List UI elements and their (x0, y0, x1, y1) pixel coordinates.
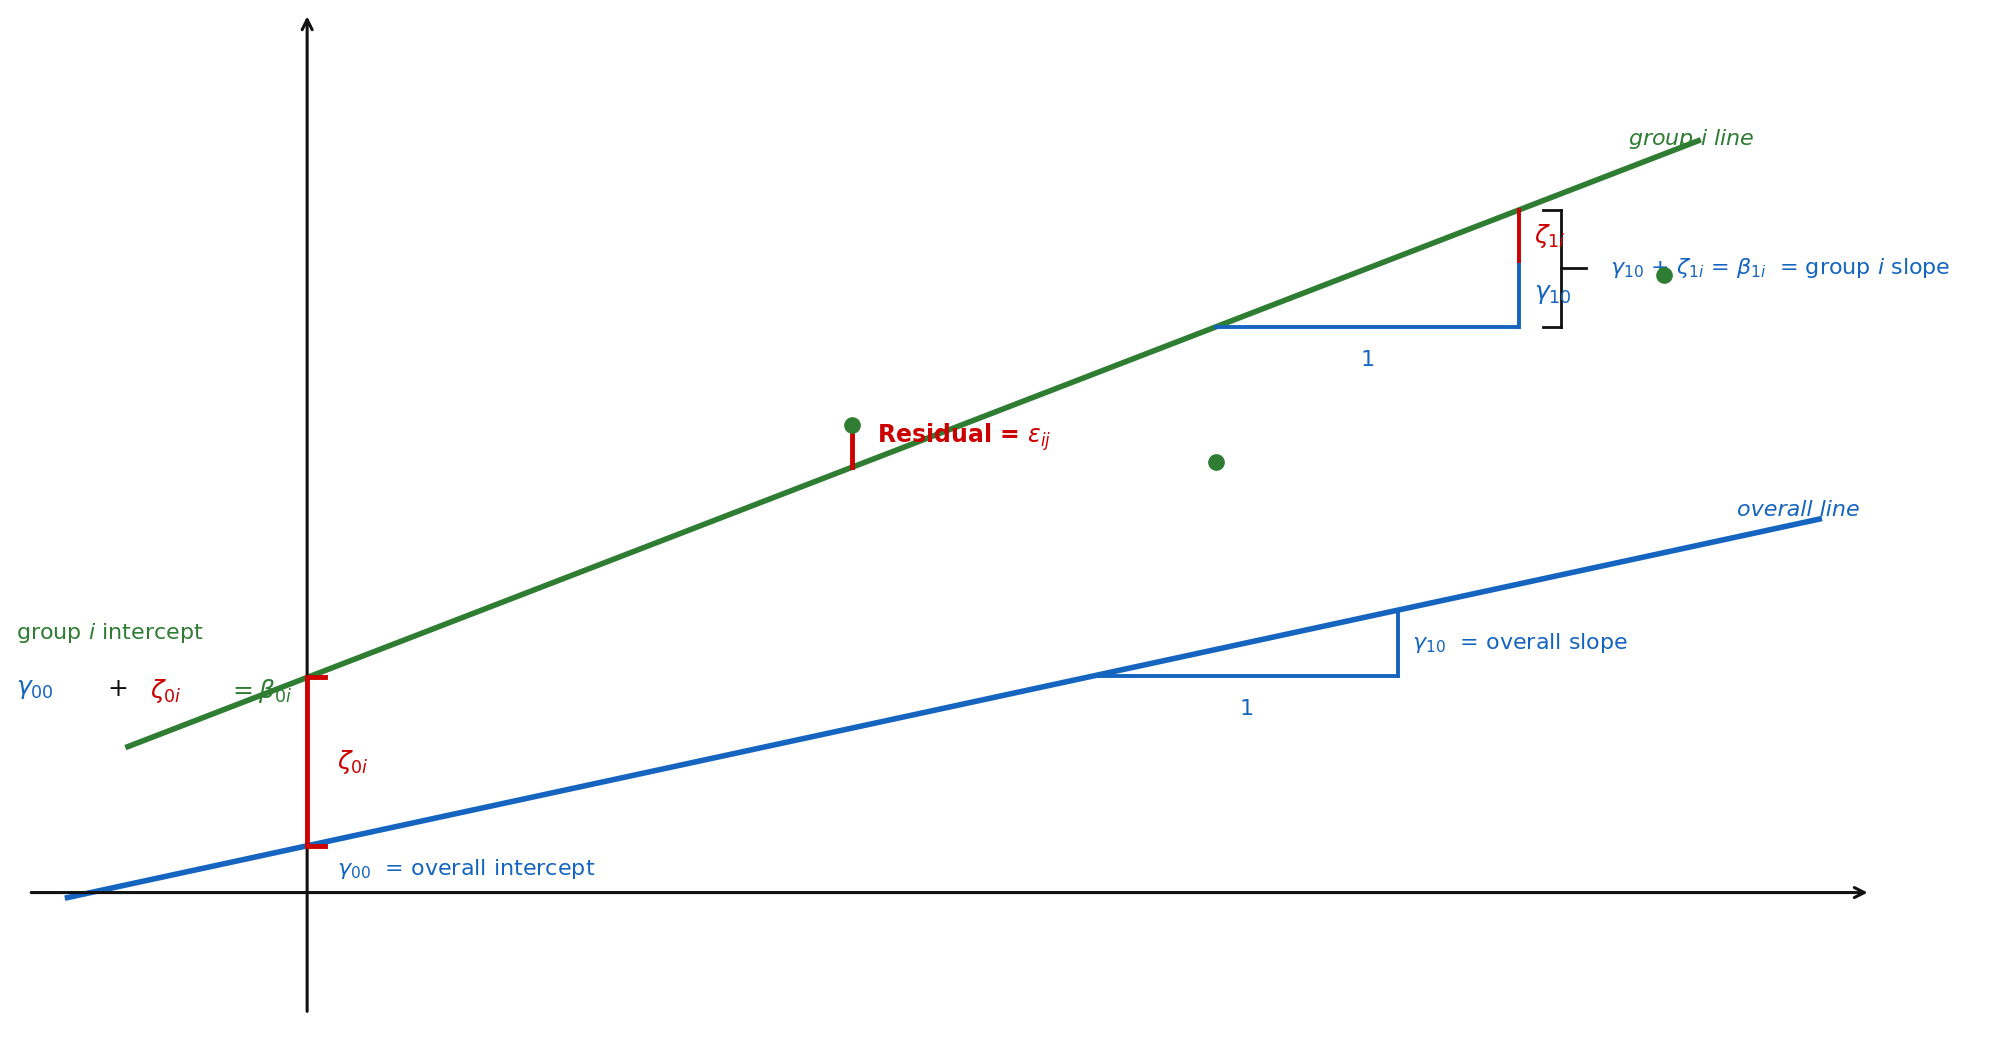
Text: $= \beta_{0i}$: $= \beta_{0i}$ (228, 677, 292, 705)
Text: $\gamma_{00}$: $\gamma_{00}$ (16, 677, 54, 701)
Text: $\gamma_{10}$ + $\zeta_{1i}$ = $\beta_{1i}$  = group $i$ slope: $\gamma_{10}$ + $\zeta_{1i}$ = $\beta_{1… (1610, 256, 1950, 280)
Text: Residual = $\epsilon_{ij}$: Residual = $\epsilon_{ij}$ (877, 421, 1051, 452)
Text: group $i$ line: group $i$ line (1628, 127, 1754, 151)
Text: 1: 1 (1239, 699, 1253, 719)
Text: $+$: $+$ (108, 677, 128, 701)
Text: $\gamma_{10}$: $\gamma_{10}$ (1534, 282, 1572, 306)
Text: overall line: overall line (1738, 500, 1860, 520)
Text: $\zeta_{0i}$: $\zeta_{0i}$ (150, 677, 182, 705)
Text: $\gamma_{00}$  = overall intercept: $\gamma_{00}$ = overall intercept (338, 857, 597, 881)
Text: 1: 1 (1361, 351, 1375, 370)
Text: $\gamma_{10}$  = overall slope: $\gamma_{10}$ = overall slope (1411, 630, 1628, 655)
Text: $\zeta_{1i}$: $\zeta_{1i}$ (1534, 222, 1566, 250)
Text: $\zeta_{0i}$: $\zeta_{0i}$ (338, 748, 368, 776)
Text: group $i$ intercept: group $i$ intercept (16, 621, 204, 645)
